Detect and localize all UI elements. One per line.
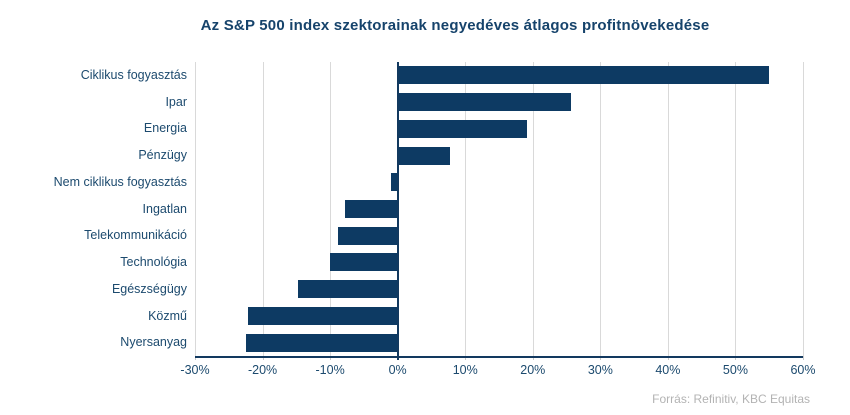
x-tick-label: 40%: [655, 363, 681, 377]
category-label: Ingatlan: [142, 201, 187, 216]
bar-telekommunikáció: [338, 226, 398, 245]
x-tick-label: 20%: [520, 363, 546, 377]
bar-ciklikus-fogyasztás: [397, 66, 770, 85]
category-label: Telekommunikáció: [84, 228, 187, 243]
axis-tick-mark: [330, 356, 332, 360]
bar-ingatlan: [344, 200, 398, 218]
bar-közmű: [247, 306, 398, 325]
gridline: [262, 62, 264, 356]
axis-tick-mark: [195, 356, 196, 360]
bar-nem-ciklikus-fogyasztás: [390, 173, 398, 192]
axis-tick-mark: [262, 356, 264, 360]
gridline: [600, 62, 602, 356]
gridline: [803, 62, 804, 356]
chart-title: Az S&P 500 index szektorainak negyedéves…: [200, 17, 710, 34]
y-axis-labels: Ciklikus fogyasztás Ipar Energia Pénzügy Nem…: [0, 62, 187, 356]
plot-area: [195, 62, 804, 360]
gridline: [195, 62, 196, 356]
axis-tick-mark: [803, 356, 804, 360]
gridline: [667, 62, 669, 356]
gridline: [330, 62, 332, 356]
category-label: Pénzügy: [138, 148, 187, 163]
category-label: Energia: [143, 121, 187, 136]
zero-axis-line: [396, 62, 399, 360]
bar-pénzügy: [397, 146, 451, 165]
gridline: [532, 62, 534, 356]
source-note: Forrás: Refinitiv, KBC Equitas: [652, 392, 810, 406]
axis-tick-mark: [735, 356, 737, 360]
gridline: [465, 62, 467, 356]
axis-tick-mark: [465, 356, 467, 360]
category-label: Nyersanyag: [120, 335, 187, 350]
axis-tick-mark: [667, 356, 669, 360]
bar-ipar: [397, 93, 572, 112]
axis-tick-mark: [532, 356, 534, 360]
x-axis-line: [195, 356, 803, 358]
bar-egészségügy: [297, 280, 398, 299]
axis-tick-mark: [600, 356, 602, 360]
category-label: Nem ciklikus fogyasztás: [53, 174, 187, 189]
category-label: Technológia: [120, 255, 187, 270]
x-axis-tick-labels: -30% -20% -10% 0% 10% 20% 30% 40% 50% 60%: [180, 363, 815, 379]
category-label: Egészségügy: [111, 281, 187, 296]
x-tick-label: 10%: [452, 363, 478, 377]
bar-technológia: [330, 253, 398, 272]
category-label: Ciklikus fogyasztás: [80, 68, 187, 82]
x-tick-label: -30%: [180, 363, 210, 377]
x-tick-label: 60%: [790, 363, 816, 377]
bar-energia: [397, 119, 527, 138]
category-label: Közmű: [148, 308, 187, 323]
x-tick-label: 50%: [722, 363, 748, 377]
gridline: [735, 62, 737, 356]
x-tick-label: -20%: [247, 363, 278, 377]
bar-nyersanyag: [246, 333, 398, 352]
x-tick-label: -10%: [315, 363, 345, 377]
x-tick-label: 30%: [587, 363, 613, 377]
category-label: Ipar: [165, 94, 187, 109]
x-tick-label: 0%: [388, 363, 407, 377]
